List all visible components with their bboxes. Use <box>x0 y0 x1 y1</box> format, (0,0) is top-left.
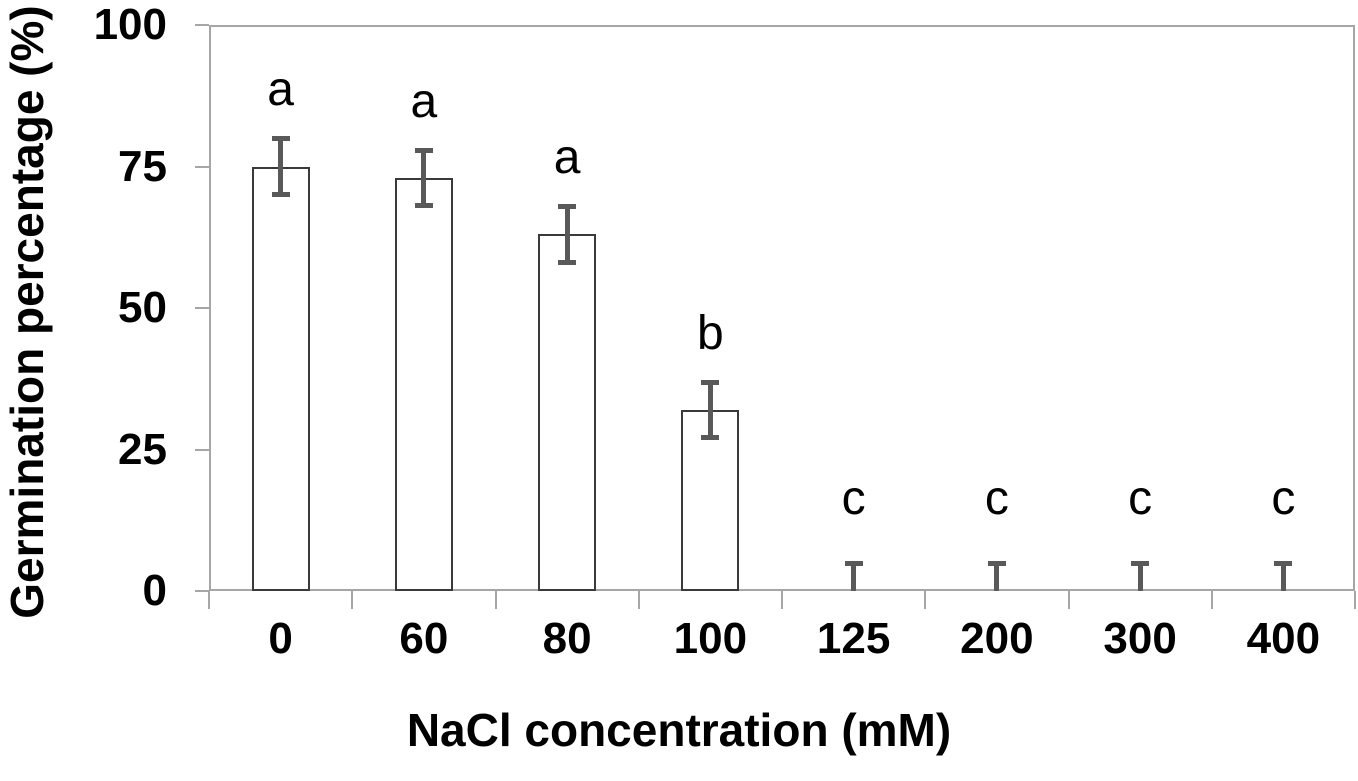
bar <box>394 177 453 591</box>
error-bar-cap-top <box>701 379 720 385</box>
significance-letter: c <box>1271 471 1296 525</box>
significance-letter: c <box>1128 471 1153 525</box>
x-tick-mark <box>494 591 497 609</box>
error-bar-stem <box>1280 562 1286 591</box>
error-bar-cap-bottom <box>701 435 720 441</box>
significance-letter: c <box>841 471 866 525</box>
y-tick-label: 0 <box>142 566 167 615</box>
y-tick-mark <box>195 448 209 451</box>
error-bar-cap-top <box>271 136 290 142</box>
error-bar-cap-top <box>1131 560 1150 566</box>
x-tick-label: 0 <box>268 614 293 663</box>
error-bar-cap-bottom <box>271 191 290 197</box>
x-tick-mark <box>1067 591 1070 609</box>
significance-letter: a <box>410 74 438 128</box>
y-tick-label: 100 <box>93 0 167 49</box>
error-bar-cap-top <box>987 560 1006 566</box>
significance-letter: a <box>553 131 581 185</box>
significance-letter: c <box>984 471 1009 525</box>
x-tick-label: 125 <box>816 614 891 663</box>
x-tick-label: 400 <box>1246 614 1321 663</box>
y-tick-mark <box>195 24 209 26</box>
y-tick-mark <box>195 590 209 592</box>
x-tick-label: 200 <box>960 614 1034 663</box>
y-tick-label: 75 <box>118 141 167 191</box>
error-bar-cap-bottom <box>414 203 433 209</box>
x-tick-mark <box>781 591 783 609</box>
y-tick-label: 50 <box>118 283 167 332</box>
significance-letter: b <box>697 306 724 360</box>
error-bar-stem <box>564 206 570 263</box>
error-bar-cap-top <box>1274 560 1293 566</box>
bar <box>538 234 597 591</box>
error-bar-stem <box>278 138 284 195</box>
y-tick-label: 25 <box>118 424 167 474</box>
error-bar-stem <box>421 149 427 207</box>
x-tick-mark <box>208 591 210 609</box>
y-tick-mark <box>195 165 209 168</box>
x-tick-mark <box>351 591 354 609</box>
error-bar-cap-top <box>414 147 433 153</box>
y-tick-mark <box>195 307 209 309</box>
bar <box>251 166 310 591</box>
x-tick-mark <box>637 591 640 609</box>
significance-letter: a <box>267 63 294 117</box>
x-tick-label: 60 <box>399 614 449 663</box>
error-bar-stem <box>707 381 713 439</box>
x-tick-label: 300 <box>1103 614 1177 663</box>
error-bar-cap-bottom <box>558 259 577 265</box>
error-bar-stem <box>1137 562 1143 591</box>
error-bar-cap-top <box>558 204 577 210</box>
x-tick-label: 80 <box>542 614 592 663</box>
error-bar-stem <box>851 562 857 591</box>
x-axis-title: NaCl concentration (mM) <box>406 704 952 756</box>
plot-area <box>209 25 1355 591</box>
x-tick-mark <box>924 591 927 609</box>
x-tick-label: 100 <box>673 614 748 663</box>
error-bar-cap-top <box>844 560 863 566</box>
error-bar-stem <box>994 562 1000 591</box>
x-tick-mark <box>1210 591 1213 609</box>
x-tick-mark <box>1354 591 1356 609</box>
